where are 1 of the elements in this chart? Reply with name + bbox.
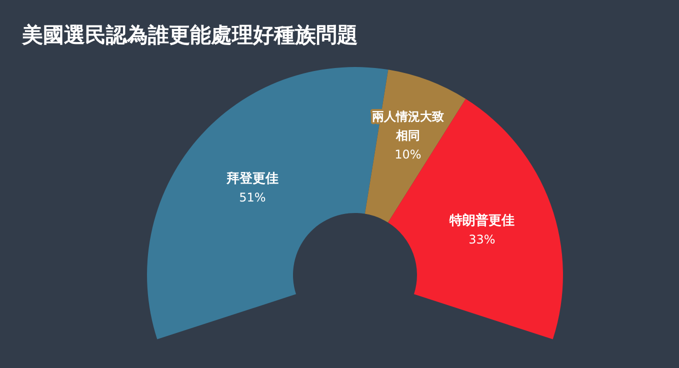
title: 美國選民認為誰更能處理好種族問題 [22,23,358,47]
